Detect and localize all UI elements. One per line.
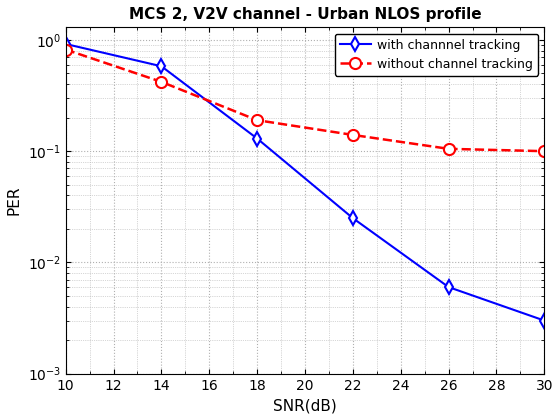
without channel tracking [541, 149, 548, 154]
Line: without channel tracking: without channel tracking [60, 44, 550, 157]
Legend: with channnel tracking, without channel tracking: with channnel tracking, without channel … [335, 34, 538, 76]
without channel tracking [349, 132, 356, 137]
with channnel tracking [445, 285, 452, 290]
without channel tracking [158, 79, 165, 84]
without channel tracking [445, 146, 452, 151]
Title: MCS 2, V2V channel - Urban NLOS profile: MCS 2, V2V channel - Urban NLOS profile [129, 7, 481, 22]
X-axis label: SNR(dB): SNR(dB) [273, 398, 337, 413]
with channnel tracking [541, 318, 548, 323]
with channnel tracking [349, 215, 356, 220]
with channnel tracking [254, 136, 260, 141]
without channel tracking [254, 118, 260, 123]
with channnel tracking [62, 42, 69, 47]
Y-axis label: PER: PER [7, 186, 22, 215]
with channnel tracking [158, 64, 165, 69]
without channel tracking [62, 47, 69, 52]
Line: with channnel tracking: with channnel tracking [61, 39, 549, 326]
